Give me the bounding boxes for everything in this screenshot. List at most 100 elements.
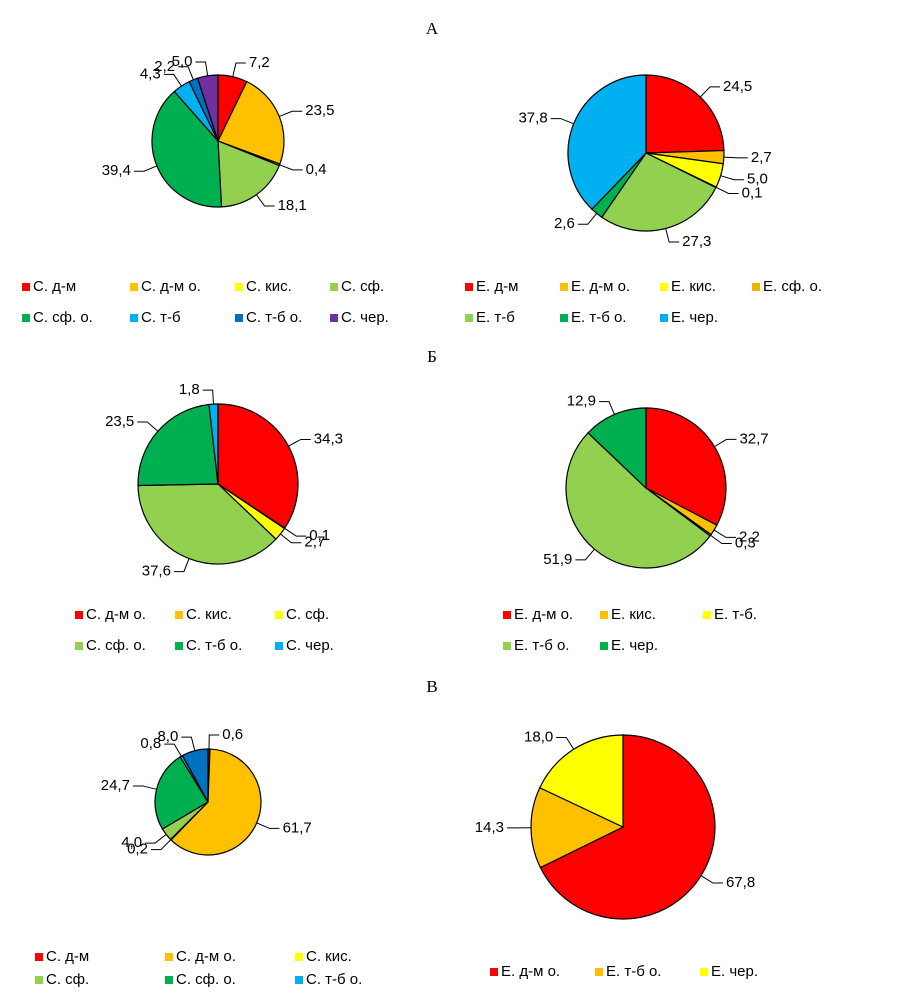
data-label: 23,5	[305, 102, 334, 119]
legend-swatch	[175, 642, 183, 650]
legend-swatch	[175, 611, 183, 619]
legend-label: Е. кис.	[611, 606, 656, 623]
pie-slice	[567, 74, 647, 211]
panel-label: Б	[427, 347, 437, 366]
legend-label: С. кис.	[306, 948, 352, 965]
data-label: 24,7	[101, 777, 130, 794]
leader-line	[178, 66, 194, 80]
data-label: 12,9	[567, 393, 596, 410]
leader-line	[137, 421, 159, 432]
pie-slice	[600, 152, 717, 232]
legend-swatch	[560, 314, 568, 322]
legend-swatch	[130, 314, 138, 322]
data-label: 18,0	[524, 728, 553, 745]
leader-line	[150, 839, 172, 851]
data-label: 0,4	[306, 161, 327, 178]
legend-label: С. т-б о.	[186, 637, 242, 654]
legend-label: С. чер.	[286, 637, 334, 654]
leader-line	[550, 118, 574, 125]
leader-line	[208, 734, 220, 750]
data-label: 0,3	[735, 534, 756, 551]
legend-swatch	[165, 976, 173, 984]
legend-label: С. сф. о.	[86, 637, 146, 654]
data-label: 34,3	[314, 430, 343, 447]
legend-label: С. д-м	[46, 948, 89, 965]
leader-line	[575, 548, 595, 561]
legend-label: Е. кис.	[671, 278, 716, 295]
leader-line	[665, 228, 680, 243]
legend-swatch	[490, 968, 498, 976]
leader-line	[715, 186, 739, 194]
data-label: 5,0	[172, 53, 193, 70]
data-label: 0,1	[742, 184, 763, 201]
data-label: 0,8	[140, 735, 161, 752]
data-label: 7,2	[249, 54, 270, 71]
leader-line	[232, 62, 246, 77]
pie-slice	[645, 407, 727, 527]
legend-label: С. д-м о.	[176, 948, 236, 965]
legend-swatch	[295, 976, 303, 984]
pie-slice	[196, 74, 219, 142]
leader-line	[284, 527, 307, 537]
legend-swatch	[330, 314, 338, 322]
panel-label: А	[426, 19, 439, 38]
leader-line	[280, 533, 302, 544]
legend-swatch	[703, 611, 711, 619]
legend-label: С. т-б о.	[306, 971, 362, 988]
pie-slice	[539, 734, 716, 920]
legend-label: С. чер.	[341, 309, 389, 326]
legend-swatch	[600, 642, 608, 650]
data-label: 0,6	[222, 726, 243, 743]
leader-line	[699, 86, 721, 98]
legend-label: С. кис.	[186, 606, 232, 623]
legend-label: С. д-м о.	[86, 606, 146, 623]
leader-line	[164, 743, 182, 757]
legend-swatch	[35, 976, 43, 984]
legend-swatch	[660, 314, 668, 322]
legend-swatch	[275, 611, 283, 619]
legend-swatch	[752, 283, 760, 291]
pie-slice	[181, 748, 209, 803]
leader-line	[181, 736, 196, 751]
legend-label: С. д-м о.	[141, 278, 201, 295]
legend-label: Е. чер.	[671, 309, 718, 326]
data-label: 14,3	[475, 819, 504, 836]
leader-line	[279, 110, 303, 117]
leader-line	[288, 438, 311, 447]
legend-label: Е. чер.	[611, 637, 658, 654]
data-label: 2,6	[554, 215, 575, 232]
leader-line	[556, 736, 575, 750]
data-label: 24,5	[723, 78, 752, 95]
legend-label: С. кис.	[246, 278, 292, 295]
leader-line	[577, 213, 598, 225]
legend-swatch	[700, 968, 708, 976]
pie-slice	[217, 140, 281, 208]
data-label: 0,1	[309, 527, 330, 544]
legend-swatch	[22, 283, 30, 291]
pie-slice	[170, 748, 262, 856]
legend-swatch	[22, 314, 30, 322]
legend-swatch	[235, 314, 243, 322]
legend-label: С. сф.	[341, 278, 384, 295]
data-label: 8,0	[157, 728, 178, 745]
legend-swatch	[235, 283, 243, 291]
pie-slice	[530, 786, 625, 869]
data-label: 61,7	[283, 819, 312, 836]
panel-label: В	[426, 677, 437, 696]
legend-label: Е. т-б о.	[571, 309, 626, 326]
data-label: 1,8	[179, 381, 200, 398]
leader-line	[714, 438, 737, 448]
data-label: 32,7	[739, 430, 768, 447]
data-label: 67,8	[726, 874, 755, 891]
data-label: 4,0	[121, 834, 142, 851]
leader-line	[700, 875, 723, 884]
data-label: 0,2	[127, 841, 148, 858]
leader-line	[720, 175, 745, 181]
data-label: 37,8	[518, 110, 547, 127]
legend-label: Е. д-м о.	[514, 606, 573, 623]
legend-swatch	[295, 953, 303, 961]
legend-swatch	[130, 283, 138, 291]
pie-slice	[587, 407, 647, 490]
leader-line	[163, 73, 182, 87]
